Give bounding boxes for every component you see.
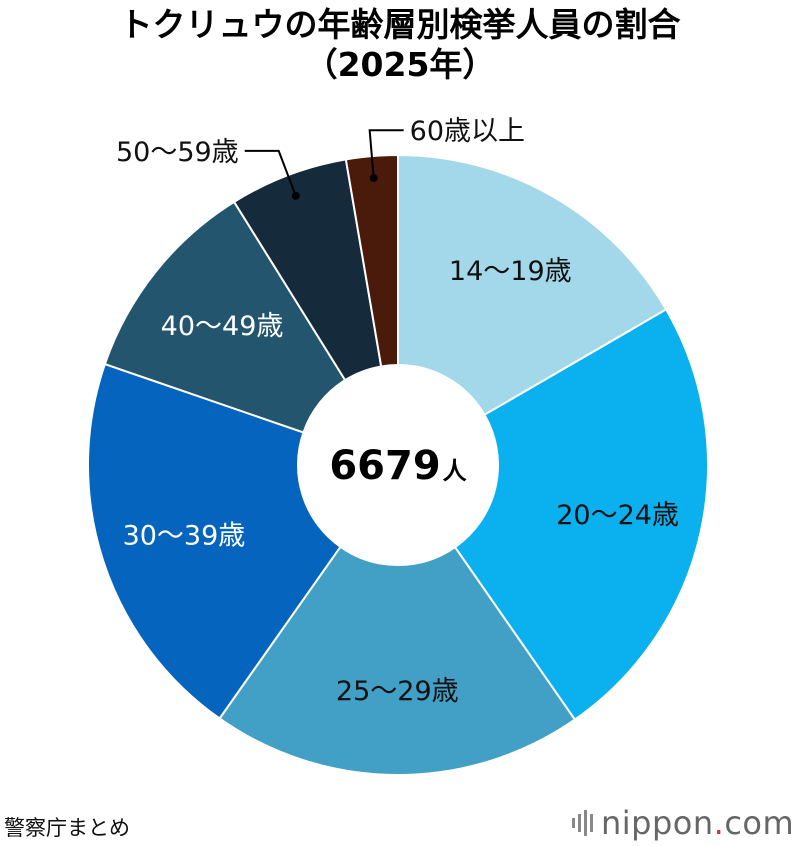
slice-3 xyxy=(87,362,342,720)
chart-title: トクリュウの年齢層別検挙人員の割合 xyxy=(119,5,681,44)
slice-label-5: 50〜59歳 xyxy=(116,137,239,168)
slice-2 xyxy=(218,545,577,776)
slice-label-3: 30〜39歳 xyxy=(123,520,246,551)
slice-1 xyxy=(453,308,709,722)
source-note: 警察庁まとめ xyxy=(4,816,130,840)
nippon-logo: nippon.com xyxy=(572,804,798,842)
leader-line-6 xyxy=(368,129,404,179)
slice-label-1: 20〜24歳 xyxy=(556,500,679,531)
logo-text: nippon.com xyxy=(601,804,795,842)
donut-hole xyxy=(299,366,497,564)
slice-label-0: 14〜19歳 xyxy=(449,256,572,287)
slice-label-2: 25〜29歳 xyxy=(336,676,459,707)
slice-6 xyxy=(344,153,399,368)
total-number: 6679 xyxy=(329,443,440,489)
total-unit: 人 xyxy=(443,457,467,485)
slice-label-4: 40〜49歳 xyxy=(161,311,284,342)
slice-label-6: 60歳以上 xyxy=(410,116,525,147)
total-label: 6679人 xyxy=(329,443,466,489)
slice-0 xyxy=(397,153,668,417)
chart-subtitle: （2025年） xyxy=(304,45,496,84)
leader-line-5 xyxy=(244,149,297,197)
slice-4 xyxy=(103,200,347,434)
logo-bars-icon xyxy=(572,810,593,836)
